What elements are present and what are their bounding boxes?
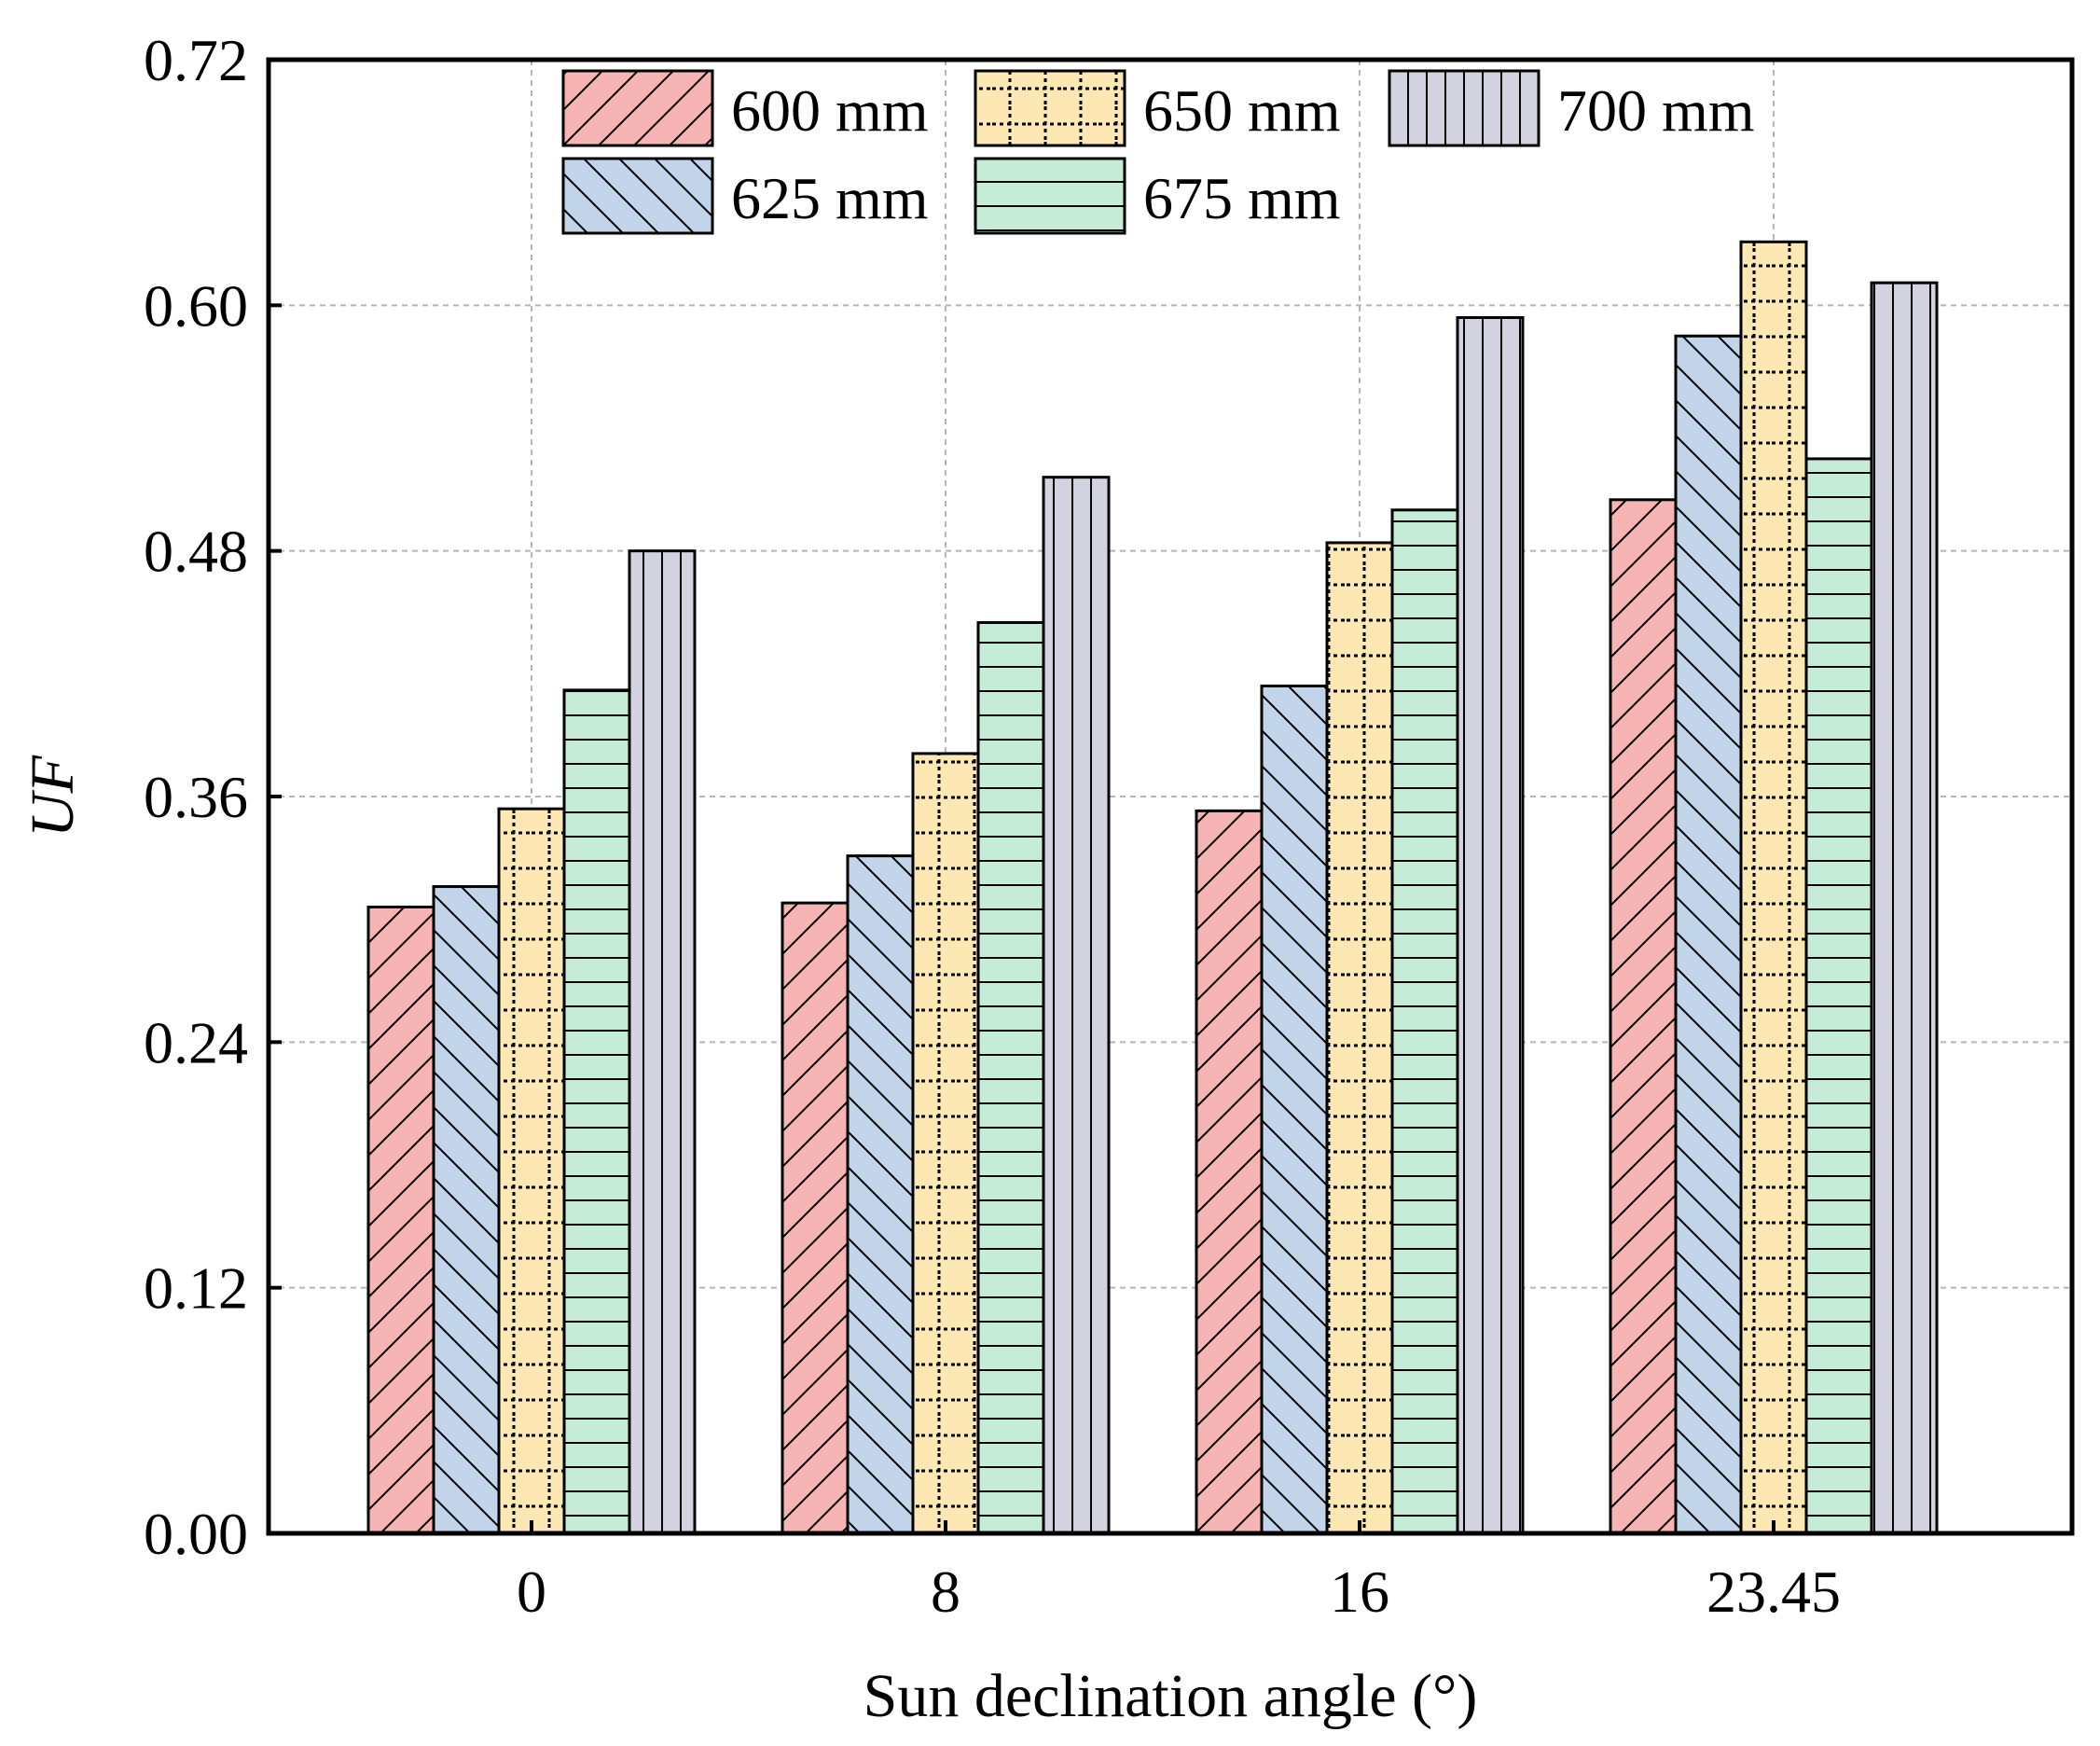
y-tick-label: 0.60 xyxy=(144,272,248,339)
legend-swatch xyxy=(974,157,1126,235)
y-tick-label: 0.36 xyxy=(144,764,248,830)
bar xyxy=(1195,809,1264,1535)
bar xyxy=(1804,457,1873,1535)
bar xyxy=(366,906,435,1535)
x-axis-title: Sun declination angle (°) xyxy=(863,1662,1478,1730)
legend-swatch xyxy=(561,69,714,147)
legend-label: 600 mm xyxy=(731,77,929,144)
bar xyxy=(628,549,697,1535)
bar xyxy=(1456,316,1525,1535)
bar xyxy=(1260,685,1329,1535)
bar xyxy=(562,688,631,1535)
legend-swatch xyxy=(561,157,714,235)
legend-label: 675 mm xyxy=(1143,165,1341,231)
y-tick-label: 0.24 xyxy=(144,1009,248,1075)
x-tick-label: 8 xyxy=(931,1559,960,1625)
bar xyxy=(432,885,501,1535)
legend-label: 625 mm xyxy=(731,165,929,231)
bar xyxy=(846,854,915,1535)
y-tick-label: 0.48 xyxy=(144,519,248,585)
bar xyxy=(1042,476,1111,1535)
bar xyxy=(1390,508,1459,1535)
bar xyxy=(976,620,1045,1535)
legend-label: 650 mm xyxy=(1143,77,1341,144)
legend-swatch xyxy=(974,69,1126,147)
bars xyxy=(366,240,1939,1535)
x-tick-label: 23.45 xyxy=(1706,1559,1841,1625)
bar xyxy=(781,901,850,1535)
legend-label: 700 mm xyxy=(1557,77,1755,144)
bar xyxy=(1739,240,1808,1535)
y-tick-label: 0.00 xyxy=(144,1501,248,1567)
bar xyxy=(497,807,566,1535)
y-axis-title: UF xyxy=(19,755,87,838)
bar xyxy=(1325,541,1394,1535)
x-tick-label: 0 xyxy=(517,1559,546,1625)
bar xyxy=(911,752,980,1535)
bar xyxy=(1674,334,1743,1535)
y-tick-label: 0.72 xyxy=(144,27,248,93)
bar xyxy=(1609,498,1678,1535)
axes: 0.00 0.12 0.24 0.36 0.48 0.60 0.72 0 8 16 23.45 Sun… xyxy=(19,27,2075,1730)
legend: 600 mm 625 mm 650 mm 675 mm 700 mm xyxy=(561,69,1755,235)
y-tick-label: 0.12 xyxy=(144,1255,248,1322)
bar xyxy=(1870,281,1939,1535)
legend-swatch xyxy=(1388,69,1540,147)
x-tick-label: 16 xyxy=(1330,1559,1389,1625)
